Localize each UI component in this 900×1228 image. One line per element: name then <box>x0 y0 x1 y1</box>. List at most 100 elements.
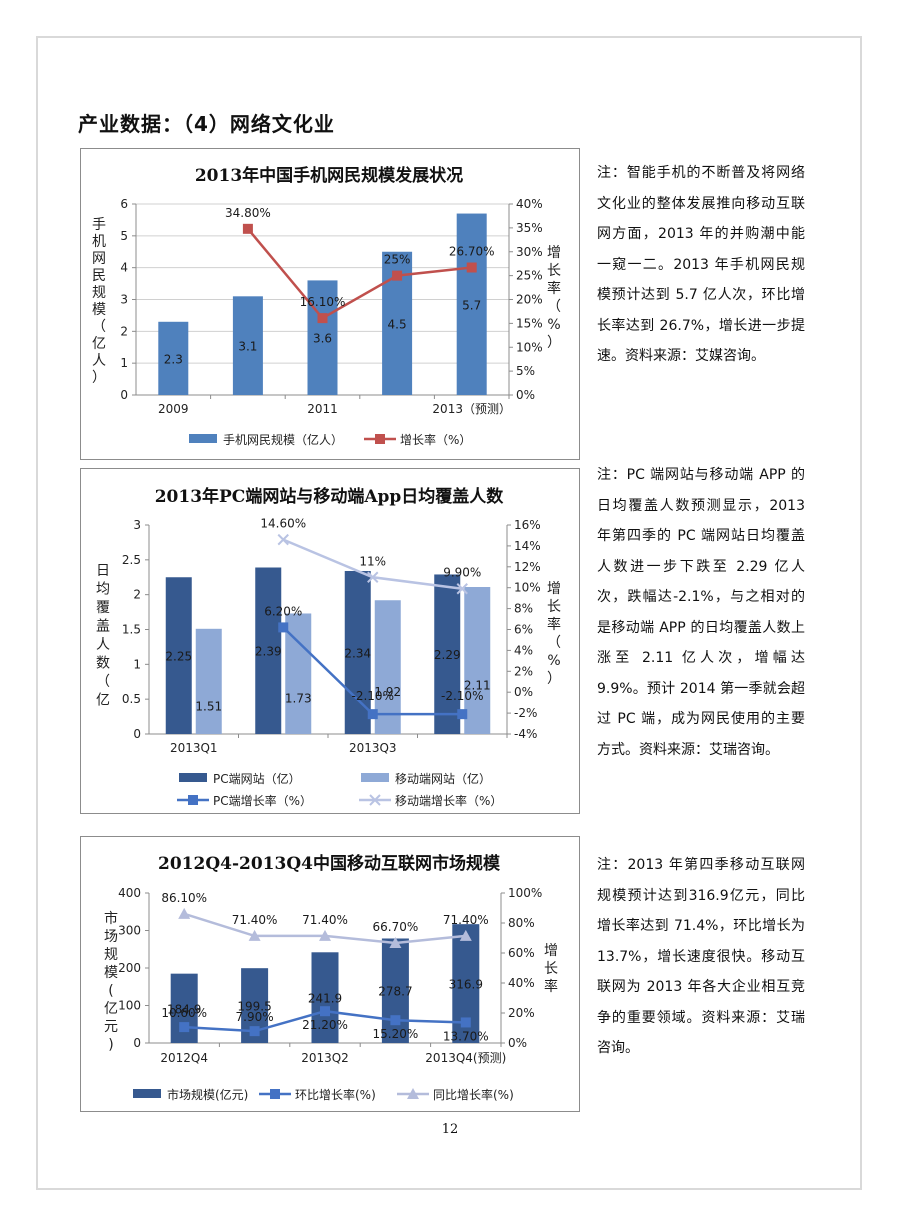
y2-axis-title-char: 长 <box>547 599 561 615</box>
chart-market-size-svg: 2012Q4-2013Q4中国移动互联网市场规模01002003004000%2… <box>104 853 558 1102</box>
line-point <box>392 270 403 281</box>
line-point <box>320 1006 330 1017</box>
y2-tick-label: 40% <box>516 197 543 211</box>
bar-data-label: 278.7 <box>378 985 412 999</box>
y2-axis-title-char: ） <box>547 671 561 687</box>
y-axis-title-char: 手 <box>92 217 106 233</box>
y2-tick-label: 0% <box>508 1036 527 1050</box>
bar <box>158 321 189 395</box>
y-axis-title-char: 民 <box>92 268 106 284</box>
bar-data-label: 2.11 <box>464 679 491 693</box>
line-point <box>249 1026 260 1037</box>
line-data-label: 13.70% <box>443 1029 489 1043</box>
bar-data-label: 2.34 <box>344 646 371 660</box>
chart-market-size: 2012Q4-2013Q4中国移动互联网市场规模 0 100 200 300 400 0% 2… <box>80 836 580 1112</box>
line-point <box>389 936 402 948</box>
line-point <box>367 571 379 583</box>
chart-mobile-users-svg: 2013年中国手机网民规模发展状况 0 1 2 3 4 5 6 0% 5% 10% 15% 20% 25%… <box>92 165 561 447</box>
bar-data-label: 184.9 <box>167 1002 201 1016</box>
y-axis-title-char: 规 <box>104 947 118 963</box>
y-tick-label: 0.5 <box>122 692 141 706</box>
line-data-label: 71.40% <box>232 913 278 927</box>
y2-axis-title-char: 增 <box>547 245 561 261</box>
line-point <box>459 929 472 941</box>
y2-tick-label: 14% <box>514 539 541 553</box>
y-tick-label: 400 <box>118 886 141 900</box>
y-axis-title-char: 亿 <box>104 1001 118 1017</box>
legend-marker <box>407 1088 419 1099</box>
y-axis-title-char: ) <box>108 1037 113 1053</box>
section-title: 产业数据：（4）网络文化业 <box>78 112 335 136</box>
y-axis-title-char: 人 <box>96 637 110 653</box>
line-point <box>179 1022 190 1033</box>
line-data-label: 21.20% <box>302 1018 348 1032</box>
bar-data-label: 1.51 <box>195 699 222 713</box>
y-tick-label: 0 <box>120 388 128 402</box>
legend-swatch <box>133 1089 161 1098</box>
line-data-label: 15.20% <box>373 1027 419 1041</box>
bar <box>311 952 339 1043</box>
bar-data-label: 241.9 <box>308 992 342 1006</box>
line-data-label: 10.60% <box>161 1006 207 1020</box>
bar <box>165 577 192 734</box>
y-tick-label: 3 <box>133 518 141 532</box>
chart-title: 2013年PC端网站与移动端App日均覆盖人数 <box>155 486 505 507</box>
y-axis-title-char: 人 <box>92 353 106 369</box>
legend-swatch <box>361 773 389 782</box>
line-data-label: -2.10% <box>352 689 394 703</box>
line-point <box>367 709 378 720</box>
bar <box>456 213 487 395</box>
y2-tick-label: -2% <box>514 706 537 720</box>
bar-data-label: 5.7 <box>462 298 481 312</box>
legend-label: PC端网站（亿） <box>213 771 301 786</box>
bar-data-label: 316.9 <box>449 978 483 992</box>
y-tick-label: 100 <box>118 999 141 1013</box>
y2-tick-label: 5% <box>516 364 535 378</box>
x-tick-label: 2013Q4(预测) <box>425 1051 506 1065</box>
y-axis-title-char: 数 <box>96 656 110 672</box>
y2-tick-label: 40% <box>508 976 535 990</box>
bar-data-label: 3.1 <box>238 340 257 354</box>
legend-label: 市场规模(亿元) <box>167 1087 248 1102</box>
line-data-label: 9.90% <box>443 566 481 580</box>
y-tick-label: 2 <box>133 588 141 602</box>
line-point <box>278 622 289 633</box>
legend-marker <box>188 795 198 805</box>
y-tick-label: 1.5 <box>122 623 141 637</box>
y-tick-label: 2.5 <box>122 553 141 567</box>
y-axis-title-char: 机 <box>92 234 106 250</box>
line-point <box>178 907 191 919</box>
page-frame <box>36 36 862 1190</box>
x-tick-label: 2013Q3 <box>349 741 397 755</box>
legend-label: 增长率（%） <box>400 432 471 447</box>
y-tick-label: 4 <box>120 261 128 275</box>
y2-tick-label: 8% <box>514 602 533 616</box>
y-axis-title-char: 元 <box>104 1019 118 1035</box>
legend-marker <box>270 1089 280 1099</box>
y-axis-title-char: 日 <box>96 563 110 579</box>
y-tick-label: 1 <box>120 356 128 370</box>
line-point <box>242 223 253 234</box>
y-axis-title-char: 模 <box>104 965 118 981</box>
legend-swatch <box>179 773 207 782</box>
chart-title: 2012Q4-2013Q4中国移动互联网市场规模 <box>158 853 501 874</box>
legend-swatch <box>189 434 217 443</box>
series-line <box>246 228 472 320</box>
y2-tick-label: 10% <box>516 340 543 354</box>
y2-tick-label: -4% <box>514 727 537 741</box>
x-tick-label: 2009 <box>158 402 189 416</box>
bar <box>434 574 461 734</box>
y-tick-label: 2 <box>120 324 128 338</box>
y2-tick-label: 60% <box>508 946 535 960</box>
bar-data-label: 3.6 <box>313 332 332 346</box>
chart-mobile-users: 2013年中国手机网民规模发展状况 0 1 2 3 4 5 6 0% 5% 10% 15% 20% 25%… <box>80 148 580 460</box>
y2-tick-label: 20% <box>516 293 543 307</box>
line-point <box>277 533 289 546</box>
line-data-label: 7.90% <box>236 1010 274 1024</box>
y-axis-title-char: 亿 <box>96 693 110 709</box>
y2-axis-title-char: 长 <box>547 263 561 279</box>
line-point <box>248 929 261 941</box>
bar-data-label: 2.39 <box>255 645 282 659</box>
note-mobile-users: 注：智能手机的不断普及将网络文化业的整体发展推向移动互联网方面，2013 年的并… <box>597 165 805 364</box>
y2-axis-title-char: （ <box>547 635 561 651</box>
